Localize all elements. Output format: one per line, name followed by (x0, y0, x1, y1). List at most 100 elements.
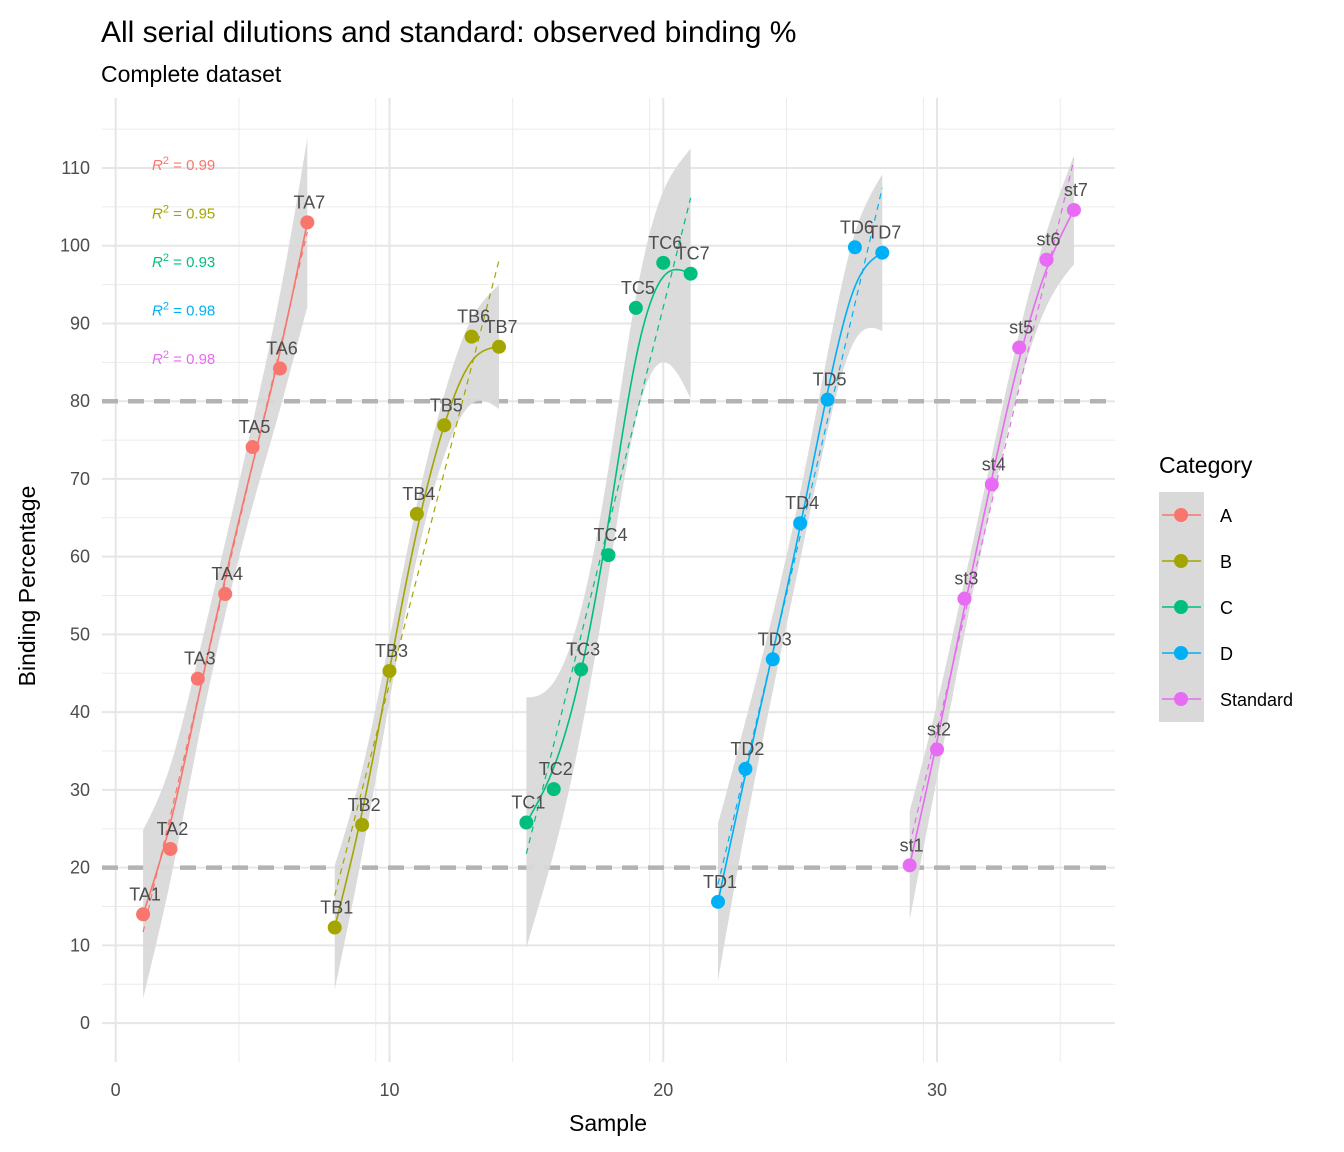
point-label: TC5 (621, 278, 655, 298)
data-point (409, 506, 424, 521)
point-label: st1 (900, 835, 924, 855)
legend-title: Category (1159, 452, 1253, 478)
r2-label: R2 = 0.93 (152, 252, 215, 271)
data-point (601, 548, 616, 563)
data-point (218, 586, 233, 601)
confidence-band (143, 137, 308, 999)
data-point (163, 841, 178, 856)
legend-label: Standard (1220, 690, 1293, 710)
legend-label: B (1220, 552, 1232, 572)
point-label: TB4 (402, 484, 435, 504)
r2-label: R2 = 0.95 (152, 204, 215, 223)
data-point (1066, 202, 1081, 217)
data-point (984, 477, 999, 492)
data-point (519, 815, 534, 830)
data-point (957, 591, 972, 606)
data-point (1012, 340, 1027, 355)
smooth-fit-line (142, 222, 309, 915)
point-label: TB3 (375, 641, 408, 661)
data-point (136, 907, 151, 922)
r2-label: R2 = 0.98 (152, 301, 215, 320)
point-label: TB1 (320, 898, 353, 918)
x-tick-label: 20 (653, 1080, 673, 1100)
data-point (355, 817, 370, 832)
point-label: st2 (927, 719, 951, 739)
point-label: TD1 (703, 872, 737, 892)
confidence-band (718, 174, 883, 981)
point-label: TA6 (266, 339, 298, 359)
chart-subtitle: Complete dataset (101, 61, 282, 87)
data-point (190, 671, 205, 686)
data-point (382, 663, 397, 678)
x-tick-label: 0 (111, 1080, 121, 1100)
point-label: st3 (954, 569, 978, 589)
point-label: TD5 (813, 370, 847, 390)
data-point (793, 516, 808, 531)
y-tick-label: 20 (70, 858, 90, 878)
data-point (711, 894, 726, 909)
point-label: TC3 (566, 639, 600, 659)
legend-key-point (1174, 554, 1188, 568)
y-tick-label: 100 (60, 236, 90, 256)
smooth-fit-line (333, 345, 500, 928)
chart-title: All serial dilutions and standard: obser… (101, 16, 796, 49)
data-point (656, 255, 671, 270)
r2-annotations: R2 = 0.99 R2 = 0.95 R2 = 0.93 R2 = 0.98 R2 =… (152, 155, 215, 368)
legend-key-point (1174, 692, 1188, 706)
data-point (765, 652, 780, 667)
y-tick-label: 80 (70, 391, 90, 411)
data-point (546, 782, 561, 797)
point-label: TC4 (593, 525, 627, 545)
point-label: TD2 (730, 739, 764, 759)
y-tick-label: 40 (70, 702, 90, 722)
confidence-band (909, 155, 1074, 920)
point-label: st4 (982, 454, 1006, 474)
data-point (628, 300, 643, 315)
point-label: TA2 (157, 819, 189, 839)
point-label: TD3 (758, 629, 792, 649)
legend-label: D (1220, 644, 1233, 664)
legend-key-point (1174, 508, 1188, 522)
y-tick-label: 70 (70, 469, 90, 489)
point-label: st7 (1064, 180, 1088, 200)
data-points (136, 202, 1081, 935)
point-label: TB7 (484, 317, 517, 337)
r2-label: R2 = 0.98 (152, 349, 215, 368)
data-point (1039, 252, 1054, 267)
data-point (327, 920, 342, 935)
legend-key-point (1174, 646, 1188, 660)
data-point (464, 329, 479, 344)
data-point (820, 392, 835, 407)
data-point (902, 858, 917, 873)
point-label: TA4 (211, 564, 243, 584)
data-point (738, 761, 753, 776)
point-label: TA3 (184, 649, 216, 669)
point-label: TC7 (676, 244, 710, 264)
x-tick-label: 10 (379, 1080, 399, 1100)
x-axis-label: Sample (569, 1110, 647, 1136)
data-point (437, 418, 452, 433)
data-point (847, 240, 862, 255)
point-label: st5 (1009, 318, 1033, 338)
y-tick-label: 50 (70, 624, 90, 644)
legend: Category A B C D Standard (1159, 452, 1293, 722)
y-tick-label: 10 (70, 935, 90, 955)
data-point (272, 361, 287, 376)
point-label: TB2 (348, 795, 381, 815)
point-label: TB6 (457, 307, 490, 327)
legend-label: A (1220, 506, 1232, 526)
point-label: TD4 (785, 493, 819, 513)
point-label: TA5 (239, 417, 271, 437)
confidence-band (334, 284, 499, 990)
data-point (683, 266, 698, 281)
linear-fit-line (909, 159, 1075, 845)
data-point (491, 339, 506, 354)
y-tick-label: 110 (61, 158, 90, 178)
data-point (574, 662, 589, 677)
axis-ticks: 0 10 20 30 0 10 20 30 40 50 60 70 80 90 100 110 (60, 158, 947, 1100)
point-label: TD6 (840, 217, 874, 237)
point-label: TC2 (539, 759, 573, 779)
smooth-fit-line (525, 268, 691, 823)
point-label: TB5 (430, 395, 463, 415)
